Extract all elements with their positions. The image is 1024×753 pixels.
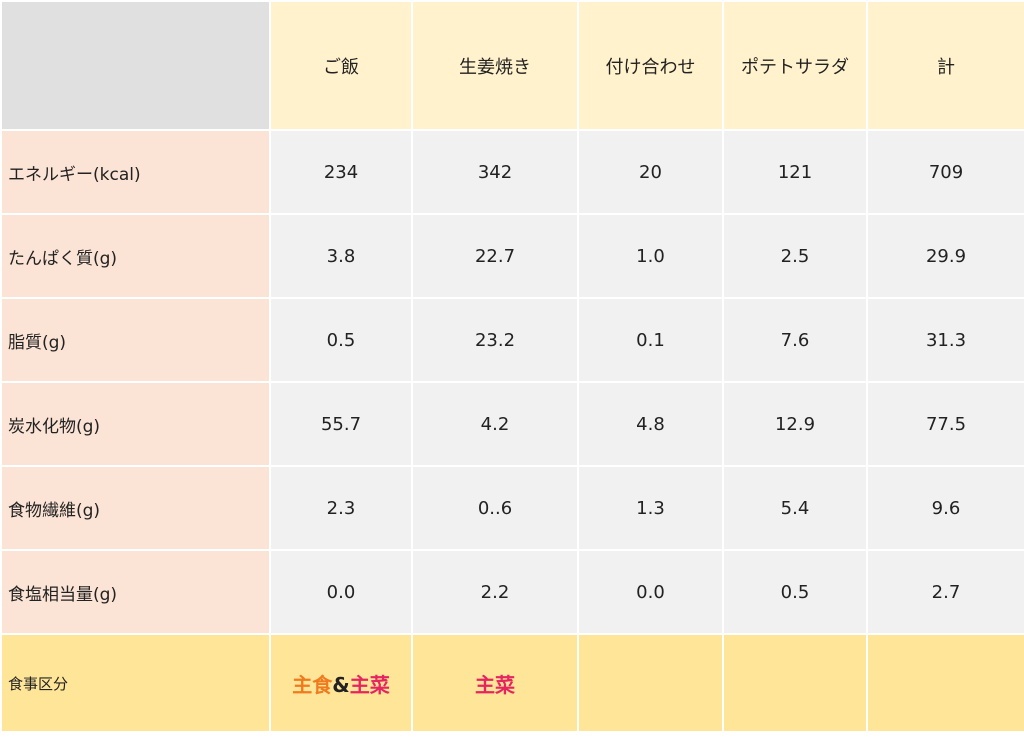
meal-category-rice: 主食&主菜: [269, 633, 413, 733]
table-cell: 55.7: [269, 381, 413, 467]
table-cell: 0.1: [577, 297, 724, 383]
meal-category-potato-salad: [722, 633, 868, 733]
table-row: 炭水化物(g) 55.7 4.2 4.8 12.9 77.5: [0, 381, 1024, 467]
meal-category-ginger-pork: 主菜: [411, 633, 579, 733]
row-label: 食塩相当量(g): [0, 549, 271, 635]
column-header-side: 付け合わせ: [577, 0, 724, 131]
table-cell: 20: [577, 129, 724, 215]
column-header-rice: ご飯: [269, 0, 413, 131]
ampersand: &: [332, 672, 350, 697]
table-cell: 709: [866, 129, 1024, 215]
nutrition-table: ご飯 生姜焼き 付け合わせ ポテトサラダ 計 エネルギー(kcal) 234 3…: [0, 0, 1024, 733]
column-header-potato-salad: ポテトサラダ: [722, 0, 868, 131]
table-row: エネルギー(kcal) 234 342 20 121 709: [0, 129, 1024, 215]
meal-category-label: 食事区分: [0, 633, 271, 733]
table-cell: 5.4: [722, 465, 868, 551]
table-cell: 2.3: [269, 465, 413, 551]
table-cell: 0.5: [722, 549, 868, 635]
table-cell: 7.6: [722, 297, 868, 383]
row-label: 食物繊維(g): [0, 465, 271, 551]
table-cell: 31.3: [866, 297, 1024, 383]
header-row: ご飯 生姜焼き 付け合わせ ポテトサラダ 計: [0, 0, 1024, 131]
table-cell: 0.0: [269, 549, 413, 635]
table-cell: 29.9: [866, 213, 1024, 299]
table-cell: 77.5: [866, 381, 1024, 467]
table-row: たんぱく質(g) 3.8 22.7 1.0 2.5 29.9: [0, 213, 1024, 299]
table-cell: 0.5: [269, 297, 413, 383]
table-cell: 3.8: [269, 213, 413, 299]
table-cell: 2.7: [866, 549, 1024, 635]
table-cell: 4.8: [577, 381, 724, 467]
table-cell: 4.2: [411, 381, 579, 467]
column-header-ginger-pork: 生姜焼き: [411, 0, 579, 131]
table-row: 脂質(g) 0.5 23.2 0.1 7.6 31.3: [0, 297, 1024, 383]
row-label: エネルギー(kcal): [0, 129, 271, 215]
meal-category-side: [577, 633, 724, 733]
meal-category-row: 食事区分 主食&主菜 主菜: [0, 633, 1024, 733]
column-header-total: 計: [866, 0, 1024, 131]
main-dish-tag: 主菜: [349, 672, 390, 697]
row-label: たんぱく質(g): [0, 213, 271, 299]
corner-cell: [0, 0, 271, 131]
row-label: 脂質(g): [0, 297, 271, 383]
meal-category-total: [866, 633, 1024, 733]
table-row: 食物繊維(g) 2.3 0..6 1.3 5.4 9.6: [0, 465, 1024, 551]
table-cell: 2.5: [722, 213, 868, 299]
table-cell: 2.2: [411, 549, 579, 635]
table-cell: 9.6: [866, 465, 1024, 551]
staple-tag: 主食: [292, 672, 333, 697]
table-row: 食塩相当量(g) 0.0 2.2 0.0 0.5 2.7: [0, 549, 1024, 635]
table-cell: 12.9: [722, 381, 868, 467]
main-dish-tag: 主菜: [475, 672, 515, 697]
table-cell: 342: [411, 129, 579, 215]
table-cell: 1.3: [577, 465, 724, 551]
table-cell: 234: [269, 129, 413, 215]
table-cell: 121: [722, 129, 868, 215]
table-cell: 23.2: [411, 297, 579, 383]
table-cell: 0..6: [411, 465, 579, 551]
table-cell: 1.0: [577, 213, 724, 299]
table-cell: 22.7: [411, 213, 579, 299]
table-cell: 0.0: [577, 549, 724, 635]
row-label: 炭水化物(g): [0, 381, 271, 467]
